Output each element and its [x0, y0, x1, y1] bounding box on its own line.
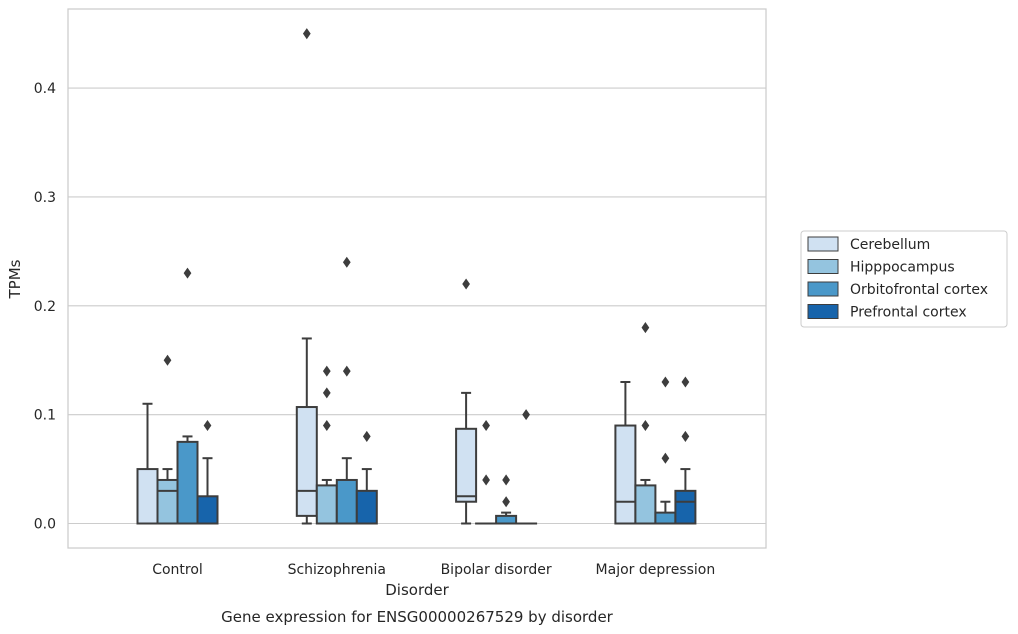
legend-label: Hipppocampus: [850, 260, 955, 276]
box-orbitofrontal-cortex: [176, 267, 199, 525]
x-tick-labels: Control Schizophrenia Bipolar disorder Majo…: [152, 562, 715, 578]
y-tick-label: 0.1: [34, 408, 56, 424]
x-tick-label: Control: [152, 562, 203, 578]
outlier-point: [322, 387, 331, 399]
outlier-point: [462, 278, 470, 290]
outlier-point: [342, 365, 351, 377]
outlier-point: [522, 409, 530, 421]
outlier-point: [661, 452, 670, 464]
outlier-point: [163, 354, 172, 366]
legend-swatch: [807, 236, 839, 252]
box-groups: [136, 28, 697, 525]
box-prefrontal-cortex: [196, 420, 219, 525]
box: [136, 468, 159, 525]
box: [614, 424, 637, 525]
box-cerebellum: [136, 402, 159, 525]
box: [654, 511, 677, 525]
y-tick-labels: 0.0 0.1 0.2 0.3 0.4: [34, 81, 56, 532]
legend: Cerebellum Hipppocampus Orbitofrontal cort…: [800, 230, 1008, 328]
outlier-point: [502, 474, 510, 486]
x-tick-label: Bipolar disorder: [441, 562, 552, 578]
outlier-point: [203, 420, 212, 432]
outlier-point: [641, 420, 650, 432]
gridlines: [68, 87, 766, 525]
outlier-point: [342, 256, 351, 268]
outlier-point: [322, 365, 331, 377]
y-tick-label: 0.0: [34, 517, 56, 533]
y-tick-label: 0.4: [34, 81, 56, 97]
legend-label: Cerebellum: [850, 237, 930, 253]
box: [176, 440, 199, 525]
box-cerebellum: [455, 278, 478, 525]
box: [674, 489, 697, 525]
box: [355, 489, 378, 525]
legend-swatch: [807, 281, 839, 297]
outlier-point: [482, 420, 490, 432]
box-orbitofrontal-cortex: [335, 256, 358, 525]
outlier-point: [641, 322, 650, 334]
outlier-point: [502, 496, 510, 508]
legend-frame: [800, 230, 1008, 328]
box-prefrontal-cortex: [674, 376, 697, 525]
plot-area-frame: [67, 8, 767, 549]
box: [156, 478, 179, 525]
x-tick-label: Major depression: [596, 562, 716, 578]
x-tick-label: Schizophrenia: [288, 562, 386, 578]
outlier-point: [681, 376, 690, 388]
y-tick-label: 0.3: [34, 190, 56, 206]
box-prefrontal-cortex: [515, 409, 538, 525]
box-prefrontal-cortex: [355, 430, 378, 525]
outlier-point: [302, 28, 311, 40]
outlier-point: [362, 430, 371, 442]
box: [634, 484, 657, 525]
box-hipppocampus: [315, 365, 338, 525]
box: [495, 514, 518, 525]
y-tick-label: 0.2: [34, 299, 56, 315]
box: [196, 495, 219, 525]
box-hipppocampus: [475, 420, 498, 525]
outlier-point: [661, 376, 670, 388]
box-hipppocampus: [634, 322, 657, 525]
box: [455, 427, 478, 503]
figure-caption: Gene expression for ENSG00000267529 by d…: [221, 608, 614, 626]
outlier-point: [183, 267, 192, 279]
outlier-point: [322, 420, 331, 432]
legend-label: Orbitofrontal cortex: [850, 282, 988, 298]
box: [295, 406, 318, 517]
box-cerebellum: [295, 28, 318, 525]
outlier-point: [482, 474, 490, 486]
legend-label: Prefrontal cortex: [850, 305, 967, 321]
box-hipppocampus: [156, 354, 179, 525]
box-orbitofrontal-cortex: [654, 376, 677, 525]
x-axis-label: Disorder: [385, 581, 449, 599]
legend-swatch: [807, 304, 839, 319]
box-orbitofrontal-cortex: [495, 474, 518, 525]
box: [315, 484, 338, 525]
box: [335, 478, 358, 525]
outlier-point: [681, 430, 690, 442]
y-axis-label: TPMs: [6, 259, 24, 299]
box-cerebellum: [614, 380, 637, 525]
legend-swatch: [807, 259, 839, 274]
